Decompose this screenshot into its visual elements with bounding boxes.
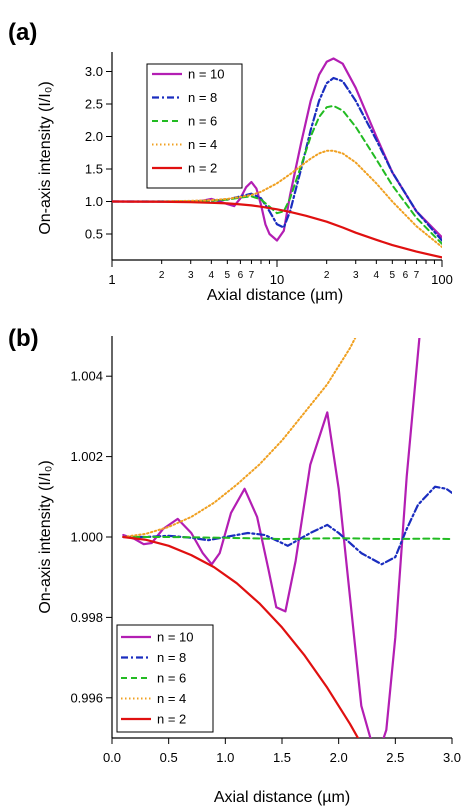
panel-a-x-minor-tick-label: 7 — [414, 270, 420, 281]
panel-b-series-n10 — [122, 338, 421, 738]
panel-b-legend-label-n8: n = 8 — [157, 650, 186, 665]
panel-a-legend-label-n10: n = 10 — [188, 67, 225, 82]
panel-a-series — [112, 57, 442, 259]
panel-a-x-minor-tick-label: 5 — [390, 270, 396, 281]
panel-b: (b) 0.996 0.998 1.000 1.002 1.004 0.0 0.5 1.0 1.… — [8, 325, 461, 806]
panel-b-legend-label-n10: n = 10 — [157, 630, 194, 645]
panel-b-x-axis-label: Axial distance (µm) — [214, 789, 350, 806]
panel-a-x-minor-tick-label: 3 — [353, 270, 359, 281]
panel-a-legend-label-n4: n = 4 — [188, 137, 217, 152]
panel-a-legend-label-n6: n = 6 — [188, 114, 217, 129]
panel-b-x-tick-label: 3.0 — [443, 750, 461, 765]
panel-a-x-minor-tick-label: 6 — [403, 270, 409, 281]
panel-b-legend: n = 10 n = 8 n = 6 n = 4 n = 2 — [116, 624, 214, 733]
panel-a-series-n4 — [112, 149, 442, 248]
panel-b-x-tick-label: 2.0 — [330, 750, 348, 765]
panel-b-y-tick-label: 0.998 — [70, 610, 103, 625]
panel-a-x-tick-label: 100 — [431, 272, 453, 287]
panel-a-x-minor-tick-label: 2 — [324, 270, 330, 281]
panel-b-series-n2 — [122, 535, 360, 738]
panel-a-label: (a) — [8, 19, 37, 46]
panel-b-legend-label-n6: n = 6 — [157, 671, 186, 686]
panel-a-x-minor-tick-label: 4 — [209, 270, 215, 281]
panel-a-legend: n = 10 n = 8 n = 6 n = 4 n = 2 — [146, 63, 243, 189]
panel-b-y-axis-label: On-axis intensity (I/I₀) — [37, 460, 54, 613]
panel-a-x-axis-label: Axial distance (µm) — [207, 287, 343, 304]
panel-b-label: (b) — [8, 325, 39, 352]
panel-a-x-minor-tick-label: 7 — [249, 270, 255, 281]
panel-b-y-tick-label: 1.002 — [70, 449, 103, 464]
panel-a-y-tick-label: 0.5 — [85, 227, 103, 242]
panel-a-y-tick-label: 1.5 — [85, 162, 103, 177]
panel-b-legend-label-n2: n = 2 — [157, 712, 186, 727]
panel-b-y-tick-label: 0.996 — [70, 690, 103, 705]
panel-b-y-tick-label: 1.004 — [70, 369, 103, 384]
panel-b-y-tick-label: 1.000 — [70, 530, 103, 545]
panel-a-x-minor-tick-label: 3 — [188, 270, 194, 281]
panel-a-x-minor-tick-label: 4 — [374, 270, 380, 281]
panel-a-x-minor-tick-label: 2 — [159, 270, 165, 281]
panel-b-series-n6 — [122, 536, 452, 540]
panel-b-series-n4 — [122, 338, 357, 538]
panel-b-x-tick-label: 0.5 — [160, 750, 178, 765]
panel-b-ticks: 0.996 0.998 1.000 1.002 1.004 0.0 0.5 1.0 1.5 2.0… — [70, 369, 461, 765]
panel-a-y-tick-label: 2.5 — [85, 97, 103, 112]
panel-a-legend-label-n2: n = 2 — [188, 161, 217, 176]
panel-a-series-n2 — [112, 200, 442, 259]
panel-b-series — [122, 338, 452, 738]
panel-a-y-tick-label: 3.0 — [85, 64, 103, 79]
panel-a-y-tick-label: 1.0 — [85, 194, 103, 209]
panel-b-legend-label-n4: n = 4 — [157, 691, 186, 706]
panel-a-x-minor-tick-label: 6 — [238, 270, 244, 281]
panel-a-y-axis-label: On-axis intensity (I/I₀) — [37, 81, 54, 234]
panel-a-y-tick-label: 2.0 — [85, 129, 103, 144]
panel-b-x-tick-label: 1.0 — [216, 750, 234, 765]
panel-a-x-tick-label: 10 — [270, 272, 284, 287]
panel-a-legend-label-n8: n = 8 — [188, 90, 217, 105]
panel-b-x-tick-label: 2.5 — [386, 750, 404, 765]
panel-b-x-tick-label: 1.5 — [273, 750, 291, 765]
panel-b-x-tick-label: 0.0 — [103, 750, 121, 765]
panel-a-x-minor-tick-label: 5 — [225, 270, 231, 281]
panel-a-x-tick-label: 1 — [108, 272, 115, 287]
